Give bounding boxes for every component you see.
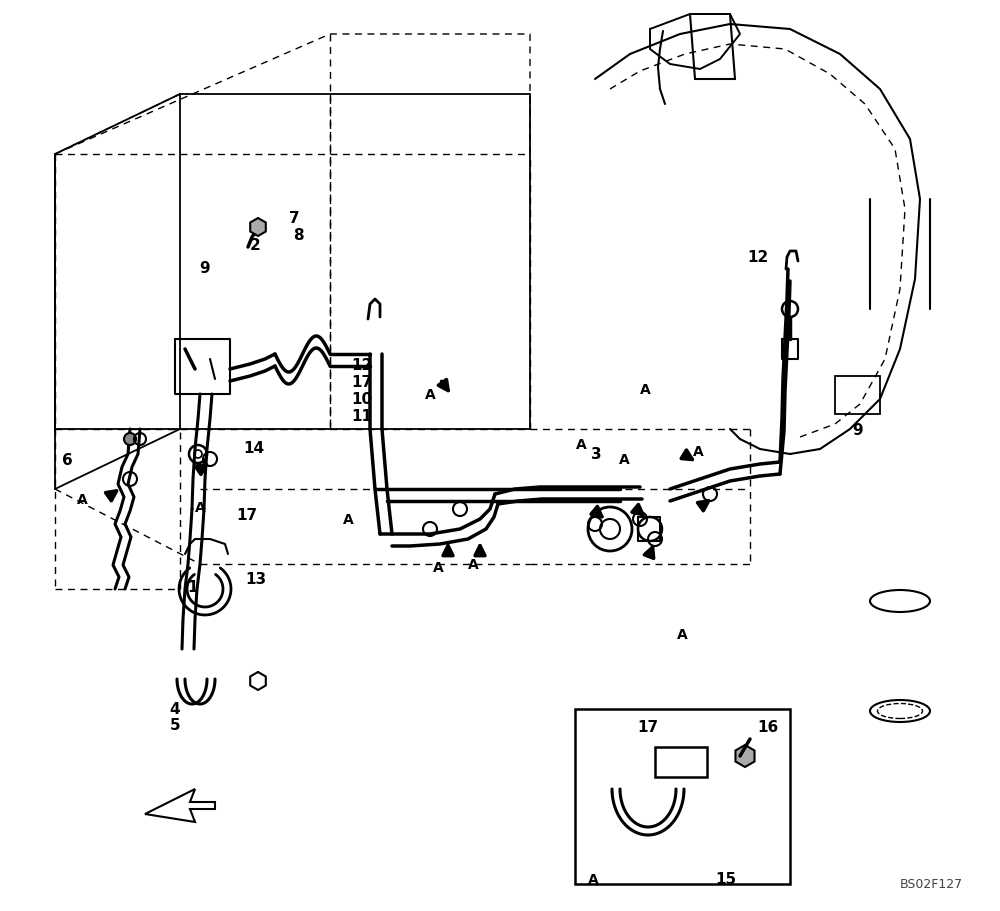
Bar bbox=[835, 376, 880, 415]
Text: 17: 17 bbox=[637, 719, 659, 733]
Text: 16: 16 bbox=[757, 719, 779, 733]
Text: A: A bbox=[576, 437, 586, 452]
Text: 3: 3 bbox=[591, 446, 601, 461]
Text: A: A bbox=[693, 445, 703, 458]
Text: 12: 12 bbox=[351, 357, 373, 372]
Text: 4: 4 bbox=[170, 701, 180, 717]
Text: 8: 8 bbox=[293, 227, 303, 242]
Text: A: A bbox=[588, 872, 598, 886]
Bar bbox=[655, 747, 707, 777]
Text: 2: 2 bbox=[250, 237, 260, 252]
Text: A: A bbox=[468, 558, 478, 571]
Text: 9: 9 bbox=[853, 422, 863, 437]
Bar bbox=[575, 710, 790, 884]
Polygon shape bbox=[145, 789, 215, 822]
Text: 11: 11 bbox=[352, 408, 373, 423]
Text: 14: 14 bbox=[243, 440, 265, 455]
Text: 5: 5 bbox=[170, 718, 180, 732]
Text: A: A bbox=[619, 453, 629, 466]
Circle shape bbox=[124, 434, 136, 445]
Text: 10: 10 bbox=[351, 391, 373, 406]
Text: A: A bbox=[640, 383, 650, 396]
Text: 7: 7 bbox=[289, 210, 299, 225]
Text: A: A bbox=[677, 628, 687, 641]
Text: 1: 1 bbox=[188, 580, 198, 595]
Text: 17: 17 bbox=[351, 374, 373, 389]
Text: 13: 13 bbox=[245, 572, 267, 587]
Text: BS02F127: BS02F127 bbox=[900, 877, 963, 891]
Text: A: A bbox=[433, 560, 443, 574]
Text: 9: 9 bbox=[200, 261, 210, 275]
Text: A: A bbox=[343, 512, 353, 527]
Text: A: A bbox=[195, 500, 205, 515]
Text: 12: 12 bbox=[747, 250, 769, 264]
Text: A: A bbox=[425, 387, 435, 402]
Text: 15: 15 bbox=[715, 872, 737, 886]
Text: A: A bbox=[77, 493, 87, 507]
Text: 6: 6 bbox=[62, 452, 72, 467]
Text: 17: 17 bbox=[236, 507, 258, 522]
